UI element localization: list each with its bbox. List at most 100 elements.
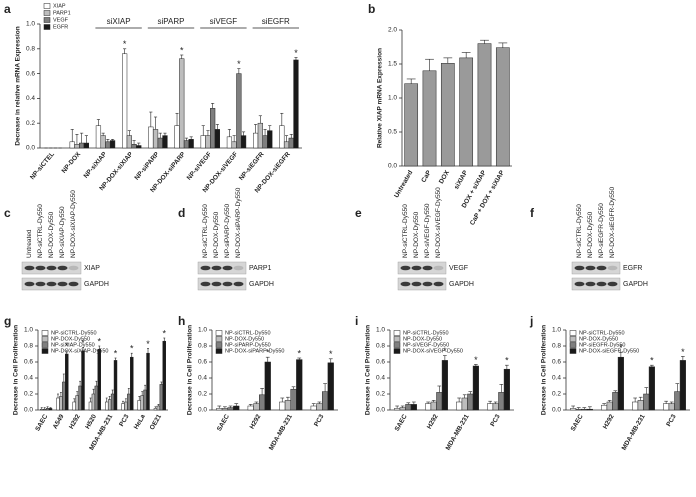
x-tick-label: CaP + DOX + siXIAP (469, 169, 506, 227)
x-tick-label: SAEC (216, 413, 231, 432)
bar (632, 401, 639, 411)
y-tick-label: 0.2 (24, 391, 33, 398)
bar (137, 400, 141, 411)
blot-strip (397, 277, 447, 291)
blot-band (433, 265, 444, 271)
blot-band (422, 265, 433, 271)
lane-label: NP-siXIAP-Dy550 (59, 206, 66, 258)
bar (316, 403, 323, 411)
bar (72, 401, 76, 411)
panel-letter: a (4, 2, 11, 16)
y-tick-label: 0.4 (198, 375, 207, 382)
blot-band (233, 265, 244, 271)
bar (45, 408, 50, 411)
legend-label: NP-siCTRL-Dy550 (225, 330, 271, 336)
panel-letter: j (529, 314, 533, 328)
y-tick-label: 0.8 (24, 343, 33, 350)
bar (221, 408, 229, 411)
bar (296, 359, 303, 411)
band-label: GAPDH (84, 281, 109, 288)
blot-band (574, 265, 585, 271)
lane-label: NP-DOX-Dy550 (413, 211, 420, 258)
bar (59, 396, 63, 411)
y-axis-label: Decrease in Cell Proliferation (187, 325, 194, 415)
y-tick-label: 1.0 (388, 95, 397, 102)
bar (262, 135, 268, 149)
bar (162, 340, 166, 411)
band-label: EGFR (623, 265, 642, 272)
legend-label: NP-DOX-Dy550 (403, 336, 442, 342)
legend-label: NP-siCTRL-Dy550 (579, 330, 625, 336)
blot-band (24, 281, 35, 287)
bar (107, 399, 112, 411)
x-tick-label: NP-siPARP (133, 150, 161, 181)
bar (179, 58, 185, 149)
bar (288, 137, 294, 149)
legend-label: NP-DOX-siXIAP-Dy550 (51, 348, 108, 354)
bar (581, 408, 588, 411)
y-tick-label: 0.0 (198, 407, 207, 414)
bar (75, 395, 79, 411)
blot-band (57, 281, 68, 287)
y-axis-label: Relative XIAP mRNA Expression (377, 48, 384, 148)
blot-band (68, 265, 79, 271)
y-tick-label: 0.5 (388, 129, 397, 136)
legend-swatch (393, 330, 401, 336)
blot-band (46, 281, 57, 287)
bar (100, 135, 106, 149)
y-tick-label: 0.4 (24, 375, 33, 382)
group-label: siEGFR (262, 17, 290, 26)
legend-swatch (393, 348, 401, 354)
bar (570, 408, 577, 411)
y-axis-label: Decrease in Cell Proliferation (13, 325, 20, 415)
bar (394, 408, 401, 411)
bar (586, 408, 593, 411)
lane-label: NP-DOX-Dy550 (48, 211, 55, 258)
y-tick-label: 1.0 (552, 327, 561, 334)
bar (95, 125, 102, 149)
blot-band (200, 265, 211, 271)
panel-letter: c (4, 206, 11, 220)
y-tick-label: 0.4 (376, 375, 385, 382)
x-tick-label: H520 (84, 413, 98, 430)
panel-letter: i (355, 314, 358, 328)
lane-label: NP-siCTRL-Dy550 (402, 204, 409, 258)
x-tick-label: NP-siXIAP (83, 150, 109, 179)
x-tick-label: H292 (602, 413, 616, 430)
bar (105, 401, 109, 411)
panel-letter: d (178, 206, 185, 220)
bar (456, 401, 463, 411)
significance-star: * (650, 356, 654, 366)
x-tick-label: NP-siEGFR (238, 151, 266, 182)
bar (78, 385, 82, 411)
bar (146, 352, 150, 411)
x-tick-label: H292 (426, 413, 440, 430)
legend-label: NP-DOX-siEGFR-Dy550 (579, 348, 639, 354)
blot-strip (571, 277, 621, 291)
bar (430, 401, 437, 411)
bar (247, 405, 254, 411)
y-tick-label: 1.5 (388, 61, 397, 68)
legend-label: NP-siVEGF-Dy550 (403, 342, 449, 348)
legend-label: NP-siEGFR-Dy550 (579, 342, 625, 348)
blot-band (411, 265, 422, 271)
significance-star: * (180, 45, 184, 55)
legend-swatch (43, 10, 51, 16)
legend-label: NP-siCTRL-Dy550 (51, 330, 97, 336)
bar (648, 366, 655, 411)
bar (410, 404, 417, 411)
blot-band (596, 281, 607, 287)
band-label: GAPDH (449, 281, 474, 288)
bar (205, 135, 211, 149)
bar (140, 395, 144, 411)
y-tick-label: 0.6 (24, 359, 33, 366)
bar (131, 144, 137, 149)
y-tick-label: 1.0 (24, 327, 33, 334)
panel-letter: f (530, 206, 535, 220)
legend-label: PARP1 (53, 10, 71, 16)
bar (227, 407, 234, 411)
blot-band (574, 281, 585, 287)
group-label: siPARP (158, 17, 185, 26)
x-tick-label: H292 (249, 413, 263, 430)
legend-label: NP-DOX-Dy550 (225, 336, 264, 342)
